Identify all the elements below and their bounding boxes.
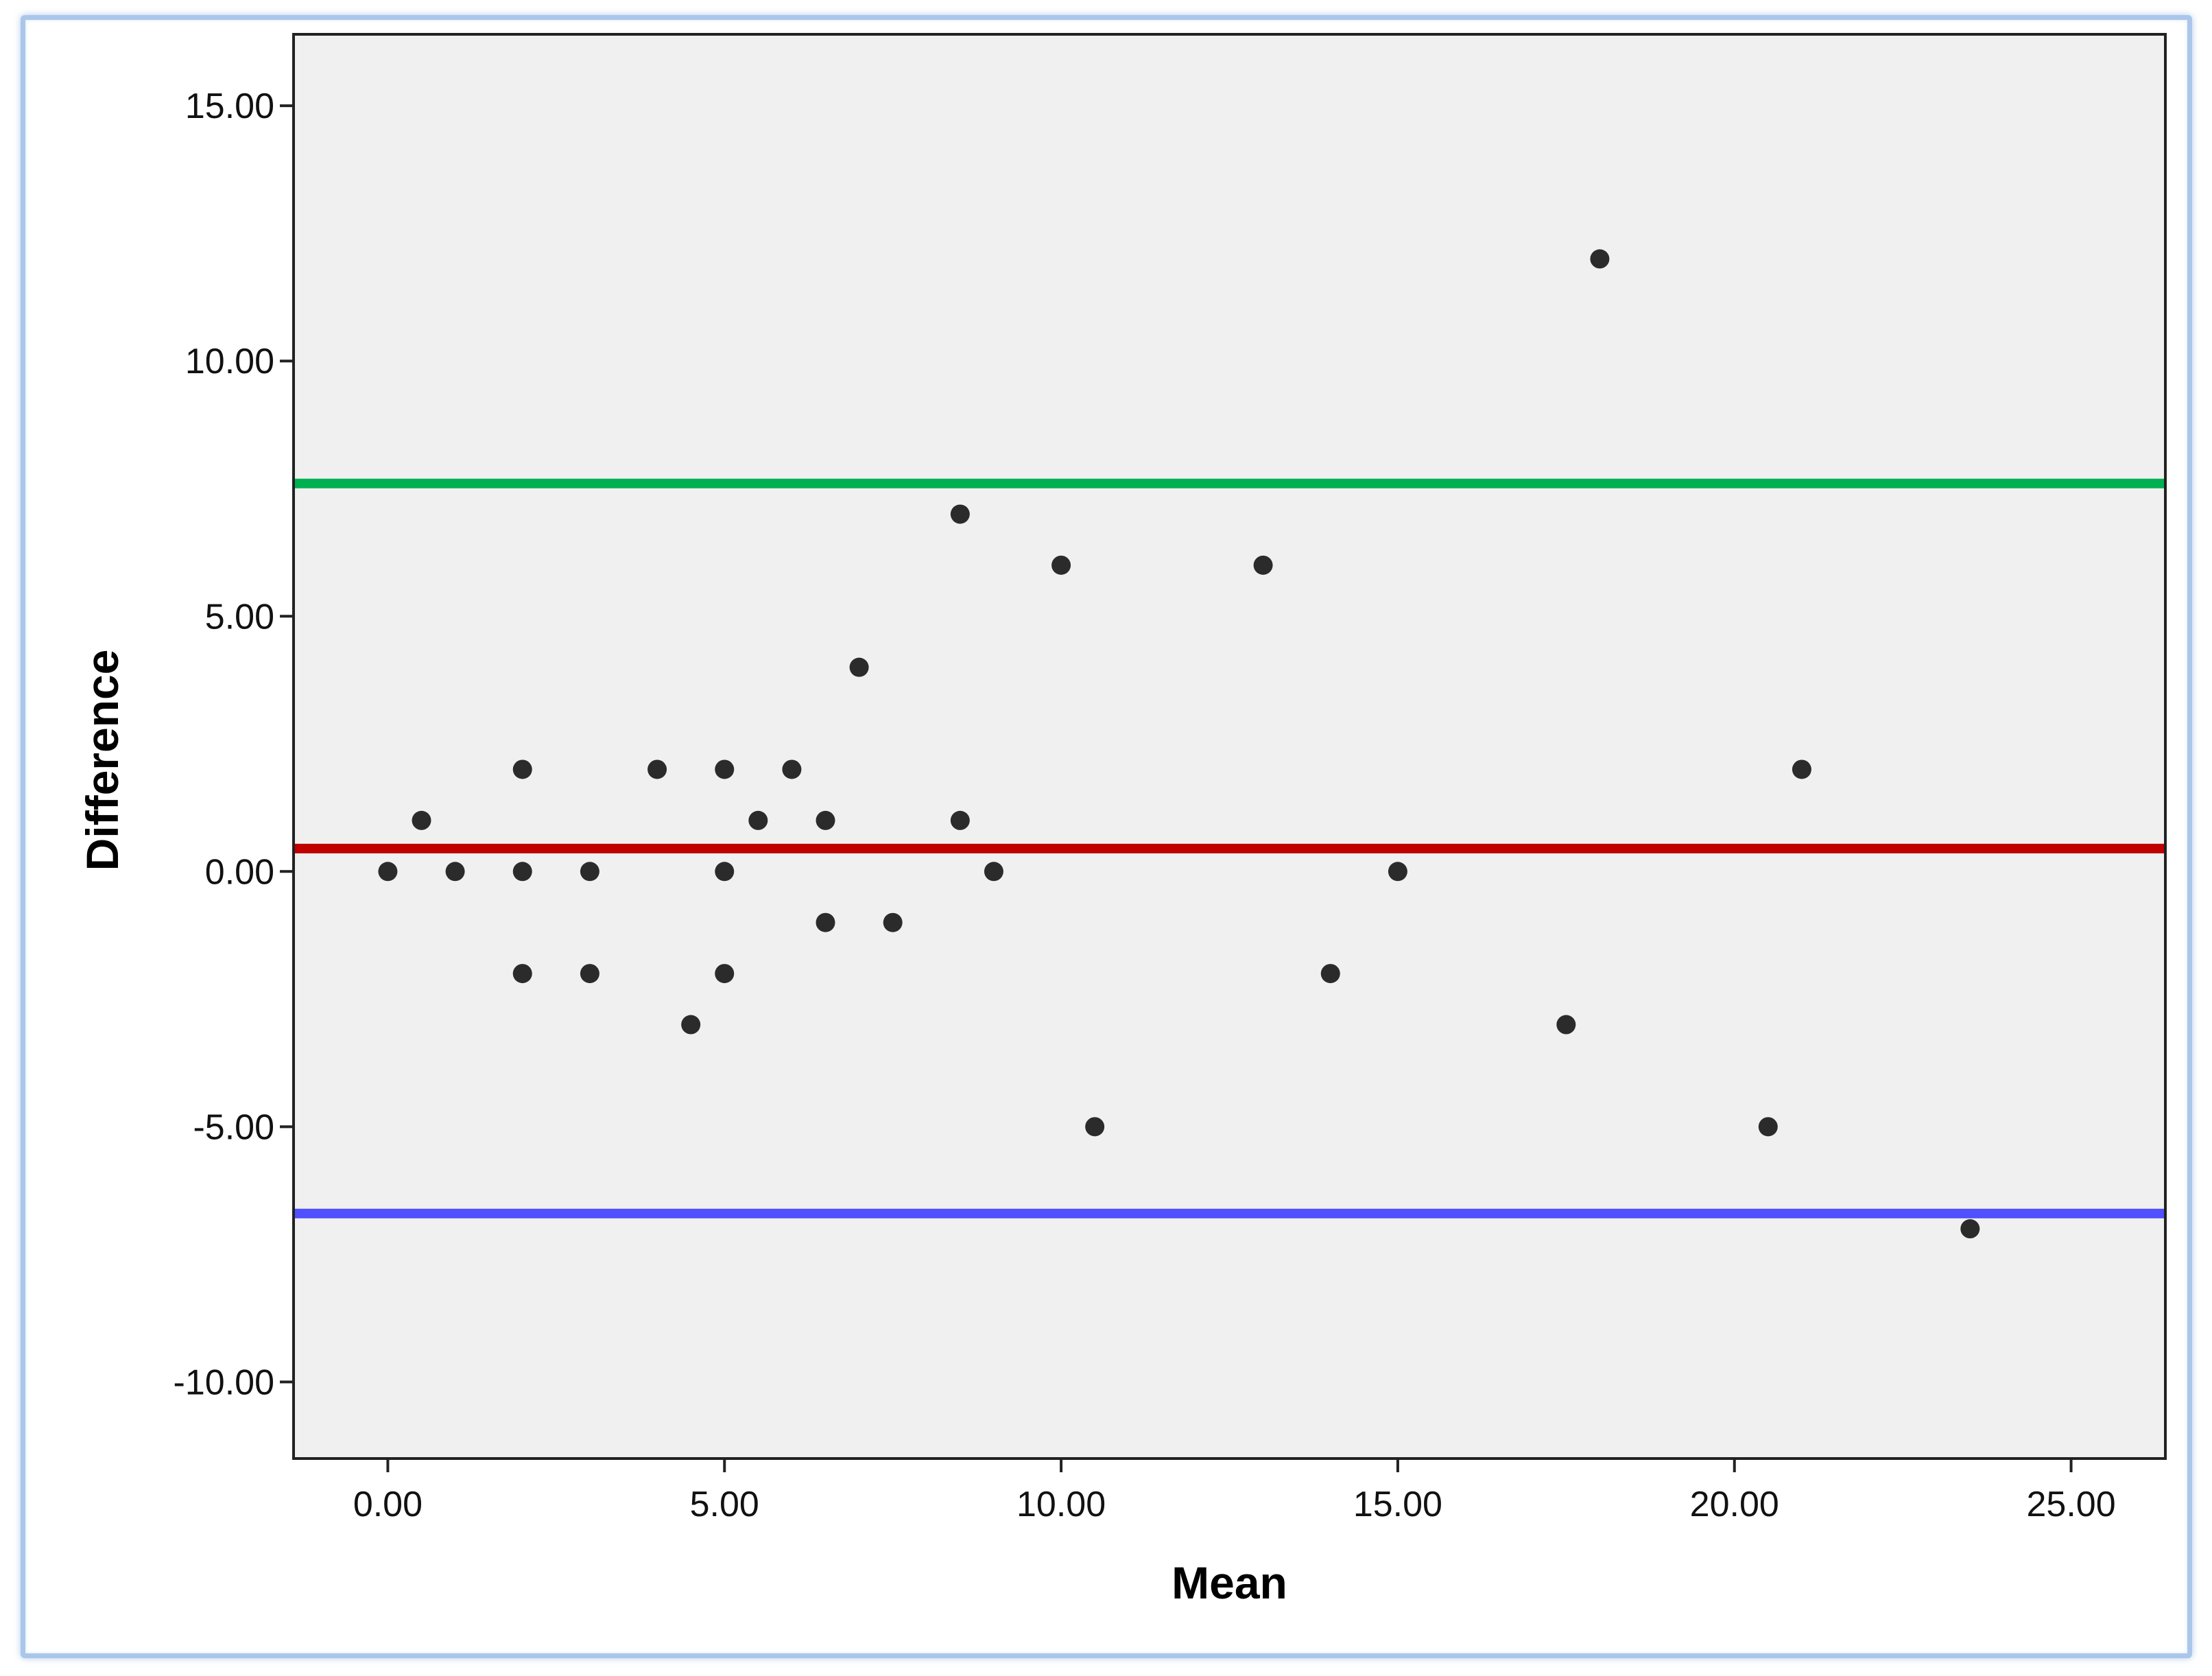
data-point bbox=[378, 862, 398, 882]
y-tick-label: 0.00 bbox=[205, 852, 274, 892]
data-point bbox=[816, 810, 835, 830]
x-tick-label: 0.00 bbox=[353, 1485, 423, 1524]
x-axis: 0.00 5.00 10.00 15.00 20.00 25.00 bbox=[353, 1459, 2116, 1524]
x-tick-label: 20.00 bbox=[1690, 1485, 1779, 1524]
data-point bbox=[950, 504, 970, 524]
x-tick-label: 10.00 bbox=[1016, 1485, 1106, 1524]
data-point bbox=[715, 862, 735, 882]
data-point bbox=[1590, 249, 1610, 269]
data-point bbox=[816, 912, 835, 932]
x-tick-label: 15.00 bbox=[1353, 1485, 1442, 1524]
data-point bbox=[950, 810, 970, 830]
x-tick-label: 5.00 bbox=[690, 1485, 759, 1524]
x-axis-title: Mean bbox=[1172, 1557, 1287, 1608]
plot-area bbox=[292, 33, 2167, 1460]
data-point bbox=[715, 964, 735, 984]
data-point bbox=[580, 964, 599, 984]
reference-lines bbox=[295, 478, 2164, 1218]
data-point bbox=[1960, 1219, 1980, 1239]
y-axis: -10.00 -5.00 0.00 5.00 10.00 15.00 bbox=[174, 86, 294, 1402]
y-tick-label: 15.00 bbox=[185, 86, 274, 126]
data-point bbox=[512, 964, 532, 984]
data-point bbox=[1051, 555, 1071, 575]
data-point bbox=[984, 862, 1003, 882]
data-point bbox=[1085, 1117, 1105, 1137]
data-point bbox=[512, 862, 532, 882]
data-point bbox=[412, 810, 431, 830]
y-tick-label: -5.00 bbox=[193, 1107, 274, 1147]
data-point bbox=[1253, 555, 1273, 575]
x-tick-label: 25.00 bbox=[2026, 1485, 2115, 1524]
data-point bbox=[445, 862, 465, 882]
data-point bbox=[782, 759, 802, 779]
data-point bbox=[748, 810, 768, 830]
data-point bbox=[681, 1015, 701, 1035]
y-tick-label: -10.00 bbox=[174, 1362, 274, 1402]
data-point bbox=[715, 759, 735, 779]
data-points bbox=[378, 249, 1980, 1239]
y-tick-label: 10.00 bbox=[185, 342, 274, 381]
data-point bbox=[1792, 759, 1811, 779]
data-point bbox=[512, 759, 532, 779]
y-axis-title: Difference bbox=[77, 650, 128, 871]
data-point bbox=[647, 759, 667, 779]
data-point bbox=[1320, 964, 1340, 984]
data-point bbox=[883, 912, 903, 932]
data-point bbox=[1556, 1015, 1576, 1035]
data-point bbox=[1388, 862, 1407, 882]
data-point bbox=[580, 862, 599, 882]
data-point bbox=[849, 657, 869, 677]
data-point bbox=[1758, 1117, 1778, 1137]
y-tick-label: 5.00 bbox=[205, 597, 274, 637]
